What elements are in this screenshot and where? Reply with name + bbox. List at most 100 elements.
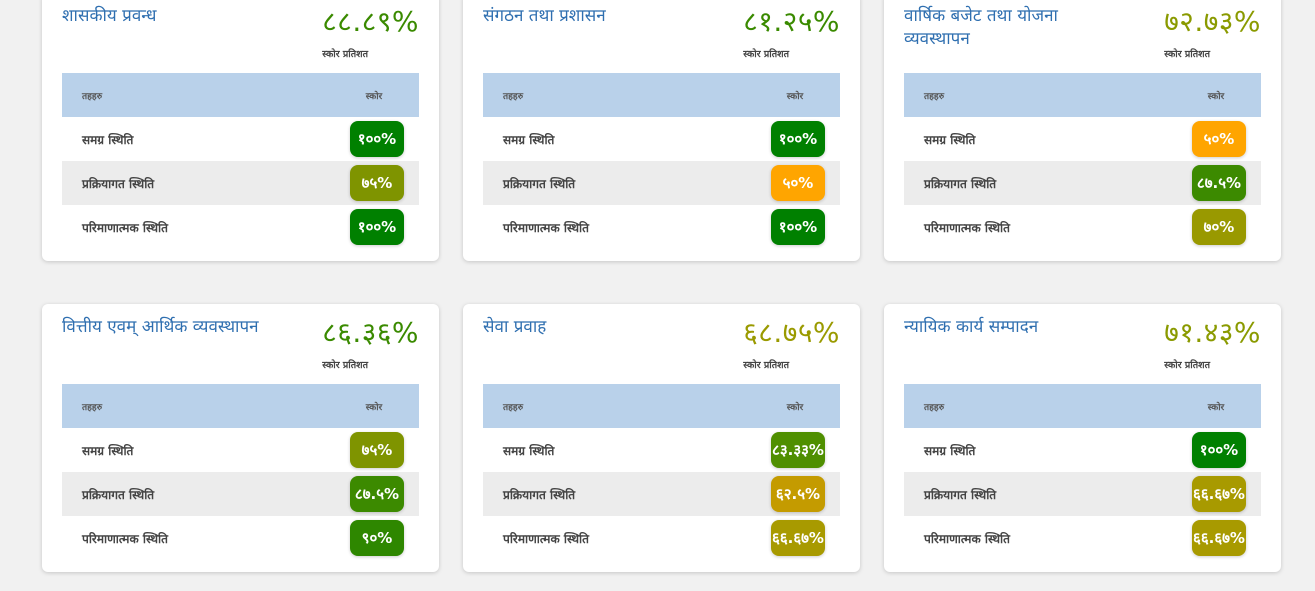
score-badge: ८३.३३% bbox=[771, 432, 825, 468]
score-badge: ८७.५% bbox=[350, 476, 404, 512]
card-title: संगठन तथा प्रशासन bbox=[483, 6, 606, 26]
score-badge: १००% bbox=[350, 209, 404, 245]
score-card: सेवा प्रवाह ६८.७५% स्कोर प्रतिशत तहहरु स्… bbox=[463, 304, 860, 572]
score-badge: ६६.६७% bbox=[1192, 476, 1246, 512]
overall-score: ८१.२५% bbox=[743, 5, 840, 38]
score-percent-label: स्कोर प्रतिशत bbox=[322, 360, 369, 371]
col-score-header: स्कोर bbox=[329, 73, 419, 117]
col-score-header: स्कोर bbox=[329, 384, 419, 428]
score-card: शासकीय प्रवन्ध ८८.८९% स्कोर प्रतिशत तहहर… bbox=[42, 0, 439, 261]
row-label: परिमाणात्मक स्थिति bbox=[82, 531, 168, 546]
table-row: परिमाणात्मक स्थिति ६६.६७% bbox=[904, 516, 1261, 560]
table-row: परिमाणात्मक स्थिति ७०% bbox=[904, 205, 1261, 249]
score-badge: ६६.६७% bbox=[771, 520, 825, 556]
row-label: समग्र स्थिति bbox=[924, 443, 976, 458]
table-row: परिमाणात्मक स्थिति ६६.६७% bbox=[483, 516, 840, 560]
col-name-header: तहहरु bbox=[62, 73, 329, 117]
score-table: तहहरु स्कोर समग्र स्थिति ७५% प्रक्रियागत … bbox=[62, 384, 419, 560]
row-label: प्रक्रियागत स्थिति bbox=[904, 161, 1171, 205]
table-row: समग्र स्थिति ८३.३३% bbox=[483, 428, 840, 472]
table-header: तहहरु स्कोर bbox=[62, 73, 419, 117]
score-table: तहहरु स्कोर समग्र स्थिति ८३.३३% प्रक्रिया… bbox=[483, 384, 840, 560]
table-row: परिमाणात्मक स्थिति १००% bbox=[483, 205, 840, 249]
table-row: परिमाणात्मक स्थिति ९०% bbox=[62, 516, 419, 560]
overall-score: ६८.७५% bbox=[743, 316, 840, 349]
table-header: तहहरु स्कोर bbox=[62, 384, 419, 428]
score-badge: ७५% bbox=[350, 432, 404, 468]
col-name-header: तहहरु bbox=[904, 73, 1171, 117]
row-label: परिमाणात्मक स्थिति bbox=[82, 220, 168, 235]
table-row: समग्र स्थिति ७५% bbox=[62, 428, 419, 472]
table-header: तहहरु स्कोर bbox=[483, 73, 840, 117]
card-title: सेवा प्रवाह bbox=[483, 317, 547, 337]
col-score-header: स्कोर bbox=[750, 384, 840, 428]
table-row: समग्र स्थिति १००% bbox=[904, 428, 1261, 472]
col-score-header: स्कोर bbox=[750, 73, 840, 117]
table-row: प्रक्रियागत स्थिति ७५% bbox=[62, 161, 419, 205]
col-score-header: स्कोर bbox=[1171, 384, 1261, 428]
col-name-header: तहहरु bbox=[62, 384, 329, 428]
row-label: परिमाणात्मक स्थिति bbox=[503, 531, 589, 546]
overall-score: ७१.४३% bbox=[1164, 316, 1261, 349]
table-header: तहहरु स्कोर bbox=[483, 384, 840, 428]
card-title: वार्षिक बजेट तथा योजना व्यवस्थापन bbox=[904, 6, 1058, 49]
col-name-header: तहहरु bbox=[483, 384, 750, 428]
overall-score: ७२.७३% bbox=[1164, 5, 1261, 38]
col-name-header: तहहरु bbox=[904, 384, 1171, 428]
overall-score: ८६.३६% bbox=[322, 316, 419, 349]
row-label: समग्र स्थिति bbox=[503, 443, 555, 458]
score-badge: ९०% bbox=[350, 520, 404, 556]
table-row: प्रक्रियागत स्थिति ८७.५% bbox=[904, 161, 1261, 205]
score-table: तहहरु स्कोर समग्र स्थिति ५०% प्रक्रियागत … bbox=[904, 73, 1261, 249]
score-card: संगठन तथा प्रशासन ८१.२५% स्कोर प्रतिशत त… bbox=[463, 0, 860, 261]
row-label: प्रक्रियागत स्थिति bbox=[904, 472, 1171, 516]
table-row: समग्र स्थिति ५०% bbox=[904, 117, 1261, 161]
score-badge: १००% bbox=[350, 121, 404, 157]
table-row: परिमाणात्मक स्थिति १००% bbox=[62, 205, 419, 249]
row-label: परिमाणात्मक स्थिति bbox=[924, 220, 1010, 235]
row-label: परिमाणात्मक स्थिति bbox=[924, 531, 1010, 546]
score-percent-label: स्कोर प्रतिशत bbox=[322, 49, 369, 60]
table-row: प्रक्रियागत स्थिति ५०% bbox=[483, 161, 840, 205]
row-label: प्रक्रियागत स्थिति bbox=[483, 161, 750, 205]
card-title: वित्तीय एवम् आर्थिक व्यवस्थापन bbox=[62, 317, 259, 337]
table-row: समग्र स्थिति १००% bbox=[62, 117, 419, 161]
table-header: तहहरु स्कोर bbox=[904, 384, 1261, 428]
row-label: समग्र स्थिति bbox=[503, 132, 555, 147]
row-label: प्रक्रियागत स्थिति bbox=[483, 472, 750, 516]
row-label: समग्र स्थिति bbox=[82, 132, 134, 147]
score-percent-label: स्कोर प्रतिशत bbox=[743, 360, 790, 371]
score-badge: १००% bbox=[771, 121, 825, 157]
table-row: प्रक्रियागत स्थिति ८७.५% bbox=[62, 472, 419, 516]
score-percent-label: स्कोर प्रतिशत bbox=[1164, 360, 1211, 371]
table-row: प्रक्रियागत स्थिति ६२.५% bbox=[483, 472, 840, 516]
score-percent-label: स्कोर प्रतिशत bbox=[1164, 49, 1211, 60]
row-label: समग्र स्थिति bbox=[82, 443, 134, 458]
score-badge: ६२.५% bbox=[771, 476, 825, 512]
table-row: प्रक्रियागत स्थिति ६६.६७% bbox=[904, 472, 1261, 516]
row-label: प्रक्रियागत स्थिति bbox=[62, 161, 329, 205]
table-header: तहहरु स्कोर bbox=[904, 73, 1261, 117]
score-badge: ६६.६७% bbox=[1192, 520, 1246, 556]
score-badge: ५०% bbox=[1192, 121, 1246, 157]
col-name-header: तहहरु bbox=[483, 73, 750, 117]
score-card: वित्तीय एवम् आर्थिक व्यवस्थापन ८६.३६% स्… bbox=[42, 304, 439, 572]
score-badge: ७५% bbox=[350, 165, 404, 201]
score-card: न्यायिक कार्य सम्पादन ७१.४३% स्कोर प्रति… bbox=[884, 304, 1281, 572]
card-title: शासकीय प्रवन्ध bbox=[62, 6, 157, 26]
score-table: तहहरु स्कोर समग्र स्थिति १००% प्रक्रियागत… bbox=[904, 384, 1261, 560]
row-label: परिमाणात्मक स्थिति bbox=[503, 220, 589, 235]
score-table: तहहरु स्कोर समग्र स्थिति १००% प्रक्रियागत… bbox=[483, 73, 840, 249]
row-label: प्रक्रियागत स्थिति bbox=[62, 472, 329, 516]
score-badge: ७०% bbox=[1192, 209, 1246, 245]
score-card: वार्षिक बजेट तथा योजना व्यवस्थापन ७२.७३%… bbox=[884, 0, 1281, 261]
score-table: तहहरु स्कोर समग्र स्थिति १००% प्रक्रियागत… bbox=[62, 73, 419, 249]
card-title: न्यायिक कार्य सम्पादन bbox=[904, 317, 1039, 337]
overall-score: ८८.८९% bbox=[322, 5, 419, 38]
score-badge: १००% bbox=[1192, 432, 1246, 468]
col-score-header: स्कोर bbox=[1171, 73, 1261, 117]
score-badge: ५०% bbox=[771, 165, 825, 201]
row-label: समग्र स्थिति bbox=[924, 132, 976, 147]
score-badge: ८७.५% bbox=[1192, 165, 1246, 201]
table-row: समग्र स्थिति १००% bbox=[483, 117, 840, 161]
